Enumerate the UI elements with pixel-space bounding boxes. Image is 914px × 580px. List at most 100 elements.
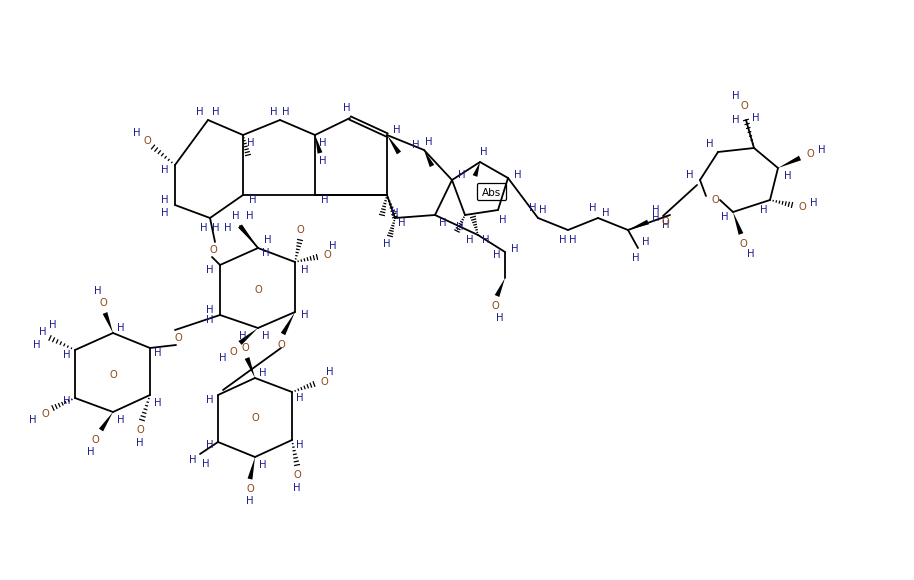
Text: H: H: [207, 395, 214, 405]
Text: Abs: Abs: [483, 188, 502, 198]
Text: H: H: [515, 170, 522, 180]
Text: H: H: [117, 415, 124, 425]
Text: H: H: [260, 460, 267, 470]
Text: H: H: [207, 440, 214, 450]
Text: H: H: [212, 223, 219, 233]
Text: H: H: [282, 107, 290, 117]
Text: O: O: [251, 413, 259, 423]
Text: H: H: [94, 286, 101, 296]
Text: H: H: [29, 415, 37, 425]
Text: H: H: [480, 147, 488, 157]
Text: O: O: [740, 101, 748, 111]
Polygon shape: [238, 224, 258, 248]
Text: O: O: [143, 136, 151, 146]
Text: H: H: [632, 253, 640, 263]
Text: O: O: [320, 377, 328, 387]
Text: H: H: [458, 170, 466, 180]
Text: H: H: [189, 455, 197, 465]
Polygon shape: [494, 278, 505, 297]
Text: H: H: [161, 165, 169, 175]
Text: H: H: [748, 249, 755, 259]
Text: H: H: [212, 107, 219, 117]
Text: H: H: [643, 237, 650, 247]
Text: H: H: [686, 170, 694, 180]
Polygon shape: [245, 357, 255, 378]
Text: H: H: [296, 393, 303, 403]
Polygon shape: [281, 312, 295, 335]
Polygon shape: [473, 162, 480, 177]
Text: H: H: [760, 205, 768, 215]
Text: H: H: [496, 313, 504, 323]
Text: O: O: [99, 298, 107, 308]
Text: H: H: [483, 235, 490, 245]
Text: O: O: [109, 370, 117, 380]
Text: H: H: [784, 171, 792, 181]
Text: H: H: [136, 438, 143, 448]
Text: H: H: [224, 223, 232, 233]
Text: H: H: [440, 218, 447, 228]
Text: H: H: [818, 145, 825, 155]
Text: H: H: [466, 235, 473, 245]
Polygon shape: [424, 150, 434, 167]
Text: H: H: [499, 215, 506, 225]
Text: H: H: [207, 305, 214, 315]
Text: H: H: [117, 323, 124, 333]
Text: O: O: [661, 217, 669, 227]
Text: H: H: [207, 265, 214, 275]
Text: H: H: [393, 125, 400, 135]
Text: H: H: [529, 203, 537, 213]
Text: O: O: [491, 301, 499, 311]
Text: O: O: [277, 340, 285, 350]
Text: H: H: [602, 208, 610, 218]
Text: H: H: [161, 195, 169, 205]
Text: H: H: [663, 220, 670, 230]
Text: H: H: [559, 235, 567, 245]
Text: O: O: [209, 245, 217, 255]
Text: H: H: [511, 244, 519, 254]
Text: H: H: [63, 350, 70, 360]
Text: O: O: [91, 435, 99, 445]
Text: H: H: [239, 331, 247, 341]
Text: H: H: [653, 213, 660, 223]
Text: H: H: [329, 241, 336, 251]
Text: H: H: [810, 198, 818, 208]
Text: H: H: [154, 398, 162, 408]
Text: O: O: [254, 285, 262, 295]
Text: H: H: [326, 367, 334, 377]
Text: H: H: [302, 265, 309, 275]
Text: H: H: [752, 113, 760, 123]
Text: O: O: [241, 343, 249, 353]
Text: H: H: [456, 222, 463, 232]
Text: H: H: [202, 459, 209, 469]
Text: H: H: [271, 107, 278, 117]
Text: H: H: [721, 212, 728, 222]
Polygon shape: [733, 212, 743, 235]
Text: H: H: [732, 115, 739, 125]
Text: H: H: [200, 223, 207, 233]
Text: H: H: [425, 137, 432, 147]
Text: H: H: [33, 340, 41, 350]
Text: H: H: [494, 250, 501, 260]
Text: H: H: [87, 447, 95, 457]
Text: H: H: [569, 235, 577, 245]
Text: H: H: [383, 239, 391, 249]
Polygon shape: [248, 457, 255, 480]
Text: H: H: [154, 348, 162, 358]
Text: H: H: [248, 138, 255, 148]
Polygon shape: [102, 312, 113, 333]
Text: H: H: [412, 140, 420, 150]
Text: O: O: [806, 149, 813, 159]
Text: H: H: [399, 218, 406, 228]
Text: H: H: [590, 203, 597, 213]
Text: H: H: [293, 483, 301, 493]
Text: H: H: [391, 208, 399, 218]
Text: H: H: [39, 327, 47, 337]
Polygon shape: [239, 328, 258, 345]
Text: H: H: [262, 331, 270, 341]
Text: O: O: [293, 470, 301, 480]
Text: H: H: [133, 128, 141, 138]
Text: H: H: [321, 195, 329, 205]
Polygon shape: [387, 135, 401, 154]
Text: O: O: [711, 195, 719, 205]
Text: O: O: [41, 409, 48, 419]
